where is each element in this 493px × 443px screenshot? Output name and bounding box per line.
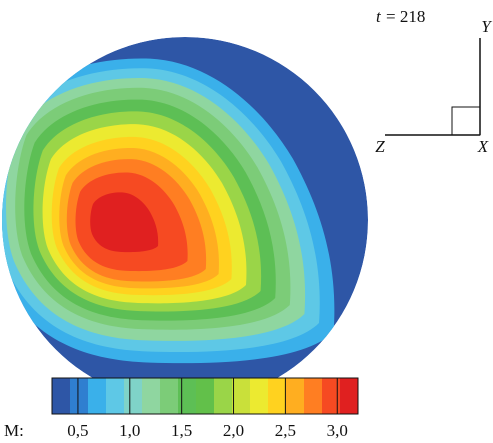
contour-field [2,37,368,403]
colorbar-band [178,378,197,414]
colorbar-tick-label: 2,5 [275,421,296,440]
colorbar-band [124,378,143,414]
colorbar-band [268,378,287,414]
colorbar-band [88,378,107,414]
colorbar-tick-label: 3,0 [327,421,348,440]
colorbar-tick-label: 0,5 [67,421,88,440]
colorbar-band [196,378,215,414]
colorbar-band [70,378,89,414]
colorbar-band [322,378,341,414]
colorbar-band [232,378,251,414]
colorbar-band [250,378,269,414]
colorbar-label: M: [4,421,24,440]
colorbar-band [304,378,323,414]
colorbar-tick-label: 2,0 [223,421,244,440]
colorbar-band [52,378,71,414]
colorbar-band [214,378,233,414]
colorbar-tick-label: 1,0 [119,421,140,440]
colorbar-band [160,378,179,414]
colorbar-band [142,378,161,414]
colorbar-band [106,378,125,414]
axis-label-y: Y [481,17,492,36]
colorbar-band [340,378,359,414]
axis-label-x: X [477,137,489,156]
time-symbol: t [376,7,382,26]
time-text: = 218 [386,7,425,26]
colorbar-tick-label: 1,5 [171,421,192,440]
axis-label-z: Z [375,137,385,156]
axes-icon [385,38,481,136]
colorbar-frame [51,377,359,415]
colorbar-band [286,378,305,414]
